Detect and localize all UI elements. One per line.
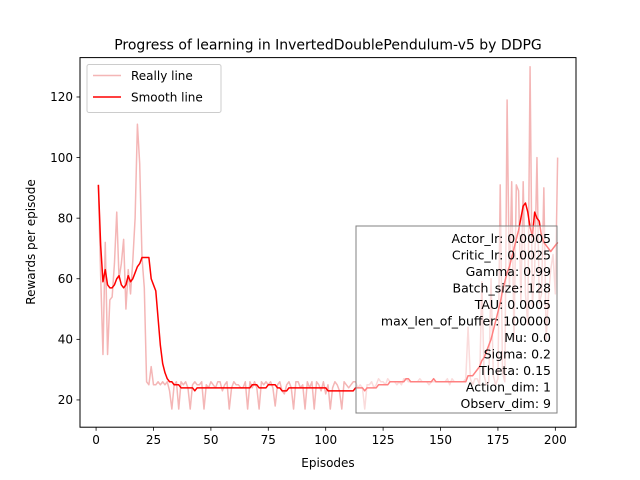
y-axis-label: Rewards per episode	[24, 179, 38, 304]
y-tick-label: 60	[58, 272, 73, 286]
x-tick-label: 125	[372, 433, 395, 447]
chart-title: Progress of learning in InvertedDoublePe…	[114, 38, 542, 54]
y-tick-label: 100	[50, 151, 73, 165]
param-theta: Theta: 0.15	[478, 363, 551, 378]
legend-smooth-label: Smooth line	[131, 91, 203, 105]
parameters-box-frame	[355, 225, 558, 414]
legend: Really line Smooth line	[86, 64, 222, 113]
x-tick-label: 150	[429, 433, 452, 447]
y-tick-label: 20	[58, 393, 73, 407]
y-tick-label: 40	[58, 333, 73, 347]
y-tick-label: 80	[58, 211, 73, 225]
param-sigma: Sigma: 0.2	[484, 347, 551, 362]
legend-really-label: Really line	[131, 69, 193, 83]
param-observ-dim: Observ_dim: 9	[461, 396, 552, 411]
parameters-box: Actor_lr: 0.0005 Critic_lr: 0.0025 Gamma…	[355, 225, 558, 414]
param-action-dim: Action_dim: 1	[466, 380, 551, 395]
plot-frame	[79, 57, 577, 428]
x-tick-label: 175	[486, 433, 509, 447]
x-tick-label: 50	[203, 433, 218, 447]
param-batch-size: Batch_size: 128	[453, 281, 552, 296]
y-axis-ticks: 20 40 60 80 100 120	[50, 90, 80, 407]
x-tick-label: 200	[544, 433, 567, 447]
param-gamma: Gamma: 0.99	[466, 264, 551, 279]
x-tick-label: 0	[92, 433, 100, 447]
x-tick-label: 100	[314, 433, 337, 447]
y-tick-label: 120	[50, 90, 73, 104]
x-axis-ticks: 0 25 50 75 100 125 150 175 200	[92, 427, 567, 447]
param-mu: Mu: 0.0	[504, 330, 551, 345]
param-actor-lr: Actor_lr: 0.0005	[452, 231, 551, 246]
x-axis-label: Episodes	[301, 456, 354, 470]
param-critic-lr: Critic_lr: 0.0025	[452, 248, 551, 263]
x-tick-label: 75	[261, 433, 276, 447]
x-tick-label: 25	[146, 433, 161, 447]
param-tau: TAU: 0.0005	[474, 297, 551, 312]
param-buffer-len: max_len_of_buffer: 100000	[381, 314, 551, 329]
legend-box	[86, 64, 222, 113]
